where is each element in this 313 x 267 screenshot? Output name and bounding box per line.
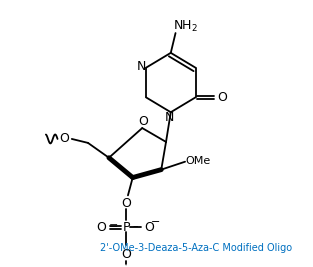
Text: O: O <box>121 248 131 261</box>
Text: N: N <box>165 111 175 124</box>
Text: OMe: OMe <box>186 156 211 166</box>
Text: O: O <box>138 115 148 128</box>
Text: O: O <box>121 197 131 210</box>
Text: 2'-OMe-3-Deaza-5-Aza-C Modified Oligo: 2'-OMe-3-Deaza-5-Aza-C Modified Oligo <box>100 243 293 253</box>
Text: NH$_2$: NH$_2$ <box>172 19 198 34</box>
Text: O: O <box>59 132 69 146</box>
Text: O: O <box>96 221 106 234</box>
Text: O: O <box>144 221 154 234</box>
Text: =: = <box>109 222 118 231</box>
Text: N: N <box>136 60 146 73</box>
Text: P: P <box>122 221 130 234</box>
Text: –: – <box>133 221 138 231</box>
Text: −: − <box>151 217 160 227</box>
Text: O: O <box>217 91 227 104</box>
